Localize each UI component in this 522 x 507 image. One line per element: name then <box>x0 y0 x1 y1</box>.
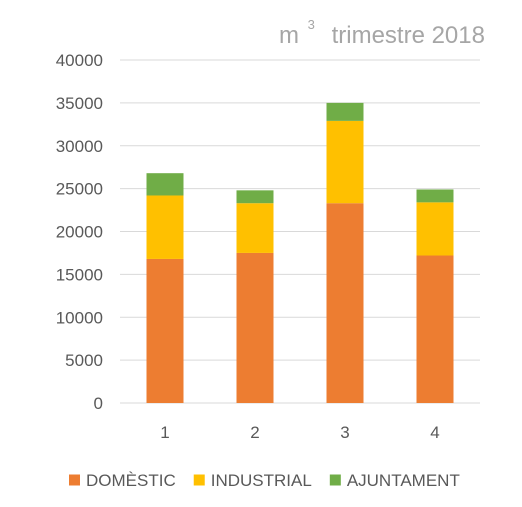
x-tick-label: 1 <box>160 423 169 442</box>
bar-segment <box>416 202 454 256</box>
legend-label: DOMÈSTIC <box>86 471 176 490</box>
legend-item: DOMÈSTIC <box>69 471 176 490</box>
bar-segment <box>416 255 454 403</box>
y-tick-label: 10000 <box>56 308 103 327</box>
bar-segment <box>416 189 454 203</box>
y-tick-label: 35000 <box>56 94 103 113</box>
bar-segment <box>146 173 184 196</box>
legend-item: AJUNTAMENT <box>329 471 460 490</box>
legend-label: AJUNTAMENT <box>347 471 460 490</box>
y-tick-label: 40000 <box>56 51 103 70</box>
legend: DOMÈSTIC INDUSTRIAL AJUNTAMENT <box>69 471 460 490</box>
chart-title-superscript: 3 <box>308 17 315 32</box>
y-tick-label: 20000 <box>56 223 103 242</box>
bars <box>146 102 454 403</box>
bar-segment <box>236 203 274 253</box>
y-tick-label: 25000 <box>56 180 103 199</box>
y-tick-label: 30000 <box>56 137 103 156</box>
legend-swatch <box>69 474 80 486</box>
legend-swatch <box>329 474 341 486</box>
bar-segment <box>146 195 184 259</box>
y-tick-label: 5000 <box>65 351 103 370</box>
legend-item: INDUSTRIAL <box>193 471 312 490</box>
chart-title-base: m <box>279 22 299 49</box>
bar-segment <box>236 252 274 403</box>
legend-label: INDUSTRIAL <box>211 471 312 490</box>
bar-segment <box>236 190 274 204</box>
y-tick-label: 0 <box>94 394 103 413</box>
x-tick-label: 4 <box>430 423 439 442</box>
bar-segment <box>146 258 184 403</box>
bar-segment <box>326 203 364 403</box>
y-axis-ticks: 0 5000 10000 15000 20000 25000 30000 35000 40000 <box>56 51 103 413</box>
x-tick-label: 2 <box>250 423 259 442</box>
legend-swatch <box>193 474 205 486</box>
x-axis-ticks: 1 2 3 4 <box>160 423 439 442</box>
y-tick-label: 15000 <box>56 265 103 284</box>
chart-title: m 3 trimestre 2018 <box>279 8 485 49</box>
chart-title-text: trimestre 2018 <box>332 22 485 49</box>
bar-segment <box>326 120 364 204</box>
bar-segment <box>326 102 364 121</box>
x-tick-label: 3 <box>340 423 349 442</box>
